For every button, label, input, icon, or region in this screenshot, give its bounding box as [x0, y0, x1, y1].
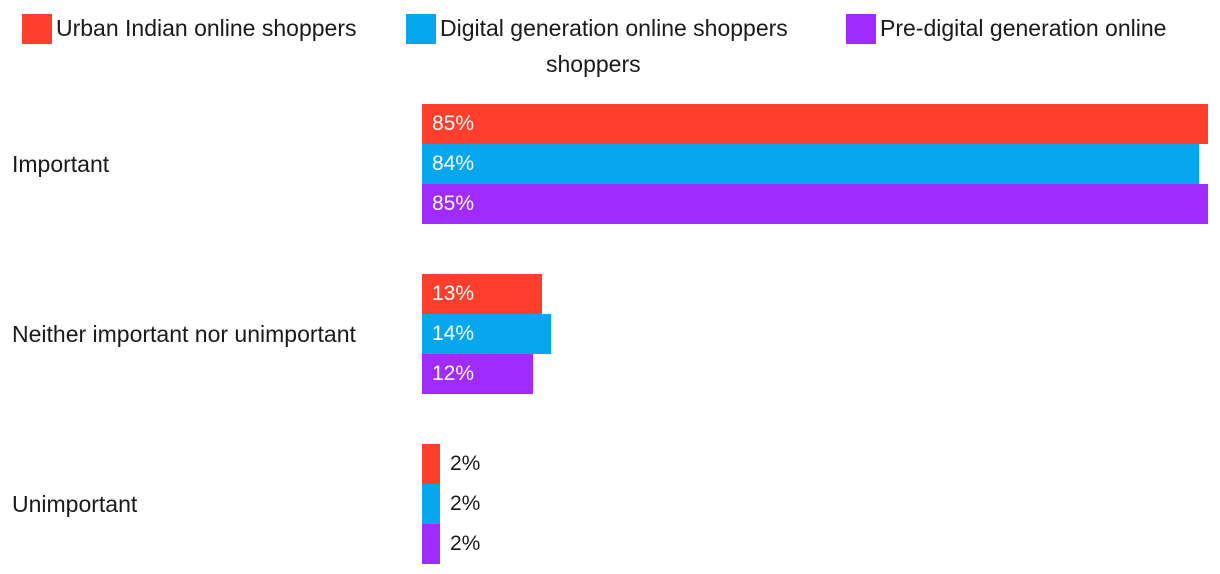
bar	[422, 274, 542, 314]
bar	[422, 314, 551, 354]
bar	[422, 484, 440, 524]
category-label: Neither important nor unimportant	[12, 321, 356, 347]
bar-value-label: 85%	[432, 112, 475, 135]
legend-item-pre-digital-generation: Pre-digital generation online	[846, 10, 1166, 46]
bar-value-label: 13%	[432, 282, 475, 305]
legend-swatch-digital-generation	[406, 14, 436, 44]
category-label: Unimportant	[12, 491, 138, 517]
bar-value-label: 2%	[450, 452, 481, 475]
bar	[422, 144, 1199, 184]
bar-value-label: 2%	[450, 492, 481, 515]
bar-value-label: 2%	[450, 532, 481, 555]
bar	[422, 104, 1208, 144]
bar-value-label: 14%	[432, 322, 475, 345]
legend-item-digital-generation: Digital generation online shoppers	[406, 10, 788, 46]
bar	[422, 444, 440, 484]
bar	[422, 354, 533, 394]
legend-label-digital-generation: Digital generation online shoppers	[440, 15, 788, 41]
bar-value-label: 84%	[432, 152, 475, 175]
legend-label-urban-indian: Urban Indian online shoppers	[56, 15, 357, 41]
legend-swatch-pre-digital-generation	[846, 14, 876, 44]
legend-item-urban-indian: Urban Indian online shoppers	[22, 10, 356, 46]
legend-label-pre-digital-generation-wrap: shoppers	[546, 51, 641, 77]
category-label: Important	[12, 151, 110, 177]
legend-swatch-urban-indian	[22, 14, 52, 44]
bar-value-label: 85%	[432, 192, 475, 215]
bar	[422, 184, 1208, 224]
bar	[422, 524, 440, 564]
bar-value-label: 12%	[432, 362, 475, 385]
legend-label-pre-digital-generation: Pre-digital generation online	[880, 15, 1167, 41]
